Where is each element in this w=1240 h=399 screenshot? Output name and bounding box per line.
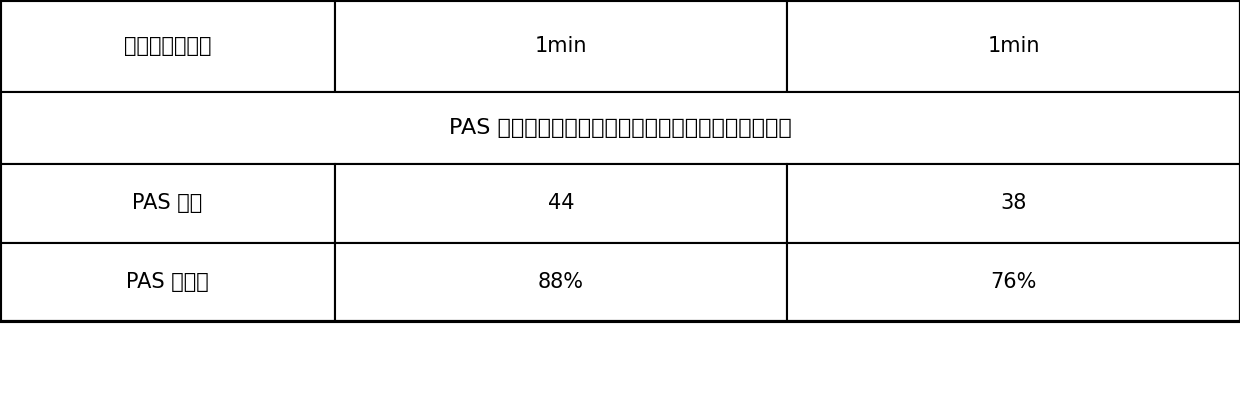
Text: 1min: 1min (987, 36, 1040, 56)
Text: 44: 44 (548, 194, 574, 213)
Bar (787, 0, 1240, 92)
Text: PAS 阳性反应：胞质中出现红色飗粒状或团块状沉淠物: PAS 阳性反应：胞质中出现红色飗粒状或团块状沉淠物 (449, 118, 791, 138)
Text: 38: 38 (1001, 194, 1027, 213)
Bar (335, 0, 787, 92)
Text: 1min: 1min (534, 36, 588, 56)
Bar (0, 164, 335, 243)
Text: PAS 阳性: PAS 阳性 (133, 194, 202, 213)
Text: 苏木素染液复染: 苏木素染液复染 (124, 36, 211, 56)
Text: 88%: 88% (538, 272, 584, 292)
Bar (0, 243, 335, 321)
Bar (787, 164, 1240, 243)
Bar (0, 92, 1240, 164)
Bar (335, 164, 787, 243)
Bar (0, 0, 1240, 321)
Bar (787, 243, 1240, 321)
Text: 76%: 76% (991, 272, 1037, 292)
Bar (0, 0, 335, 92)
Bar (335, 243, 787, 321)
Text: PAS 阳性率: PAS 阳性率 (126, 272, 208, 292)
